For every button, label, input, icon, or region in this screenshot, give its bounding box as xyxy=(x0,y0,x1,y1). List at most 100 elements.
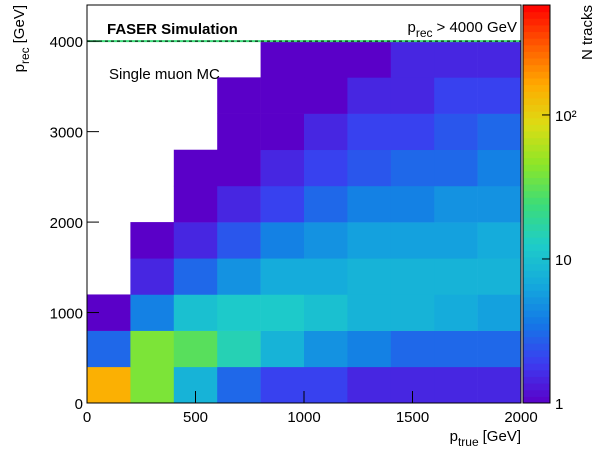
colorbar-segment xyxy=(523,210,550,218)
heatmap-cell xyxy=(390,294,435,331)
heatmap-cell xyxy=(434,149,478,187)
y-axis-label-sub: rec xyxy=(18,47,32,64)
heatmap-cell xyxy=(434,258,478,295)
colorbar-segment xyxy=(523,276,550,285)
y-tick-label: 3000 xyxy=(50,125,83,142)
x-axis-label: ptrue [GeV] xyxy=(450,428,521,449)
colorbar-segment xyxy=(523,170,550,178)
colorbar-segment xyxy=(523,336,550,344)
heatmap-cell xyxy=(347,185,392,223)
heatmap-cell xyxy=(217,258,261,295)
colorbar-segment xyxy=(523,64,550,72)
heatmap-cell xyxy=(434,113,478,151)
heatmap-cell xyxy=(434,185,478,223)
z-tick-label: 10 xyxy=(555,252,572,269)
colorbar-segment xyxy=(523,5,550,13)
colorbar-segment xyxy=(523,197,550,205)
colorbar-segment xyxy=(523,316,550,324)
heatmap-cell xyxy=(390,77,435,114)
colorbar-segment xyxy=(523,144,550,152)
z-axis-label: N tracks xyxy=(579,5,596,60)
colorbar-segment xyxy=(523,38,550,46)
y-axis-label-rest: [GeV] xyxy=(11,5,28,43)
colorbar-segment xyxy=(523,11,550,19)
heatmap-cell xyxy=(304,185,348,223)
heatmap-cell xyxy=(347,294,392,331)
colorbar-segment xyxy=(523,396,550,404)
heatmap-cell xyxy=(390,113,435,151)
heatmap-cell xyxy=(477,185,522,223)
colorbar-segment xyxy=(523,330,550,338)
heatmap-cell xyxy=(173,294,218,331)
heatmap-cell xyxy=(304,294,348,331)
heatmap-cell xyxy=(260,330,305,368)
heatmap-cell xyxy=(390,258,435,295)
x-tick-label: 1500 xyxy=(396,409,429,426)
y-tick-label: 4000 xyxy=(50,34,83,51)
heatmap-cell xyxy=(130,258,175,295)
colorbar-segment xyxy=(523,84,550,92)
heatmap-cell xyxy=(477,113,522,151)
heatmap-cell xyxy=(477,366,522,404)
heatmap-cell xyxy=(347,77,392,114)
colorbar-segment xyxy=(523,349,550,358)
colorbar-segment xyxy=(523,223,550,232)
colorbar-segment xyxy=(523,124,550,132)
heatmap-cell xyxy=(390,41,435,78)
heatmap-cell xyxy=(217,113,261,151)
heatmap-cell xyxy=(477,149,522,187)
heatmap-cell xyxy=(173,222,218,259)
heatmap-cell xyxy=(304,41,348,78)
colorbar-segment xyxy=(523,58,550,66)
heatmap-cell xyxy=(260,185,305,223)
colorbar-segment xyxy=(523,31,550,39)
colorbar-segment xyxy=(523,91,550,99)
colorbar-frame xyxy=(522,4,551,404)
heatmap-cell xyxy=(477,258,522,295)
x-axis-label-sub: true xyxy=(458,435,479,449)
heatmap-cell xyxy=(434,41,478,78)
colorbar-segment xyxy=(523,44,550,52)
x-tick-label: 0 xyxy=(83,409,91,426)
colorbar-segment xyxy=(523,369,550,377)
colorbar-segment xyxy=(523,257,550,265)
heatmap-cell xyxy=(390,185,435,223)
colorbar-segment xyxy=(523,263,550,271)
colorbar-segment xyxy=(523,184,550,192)
colorbar-segment xyxy=(523,363,550,371)
heatmap-cell xyxy=(217,149,261,187)
heatmap-cell xyxy=(434,366,478,404)
x-tick-label: 500 xyxy=(183,409,208,426)
heatmap-cell xyxy=(347,41,392,78)
heatmap-cell xyxy=(390,222,435,259)
heatmap-cell xyxy=(260,41,305,78)
colorbar-segment xyxy=(523,164,550,172)
heatmap-cell xyxy=(260,366,305,404)
heatmap-cell xyxy=(130,366,175,404)
colorbar-segment xyxy=(523,18,550,26)
heatmap-cell xyxy=(217,77,261,114)
heatmap-cell xyxy=(130,222,175,259)
heatmap-cell xyxy=(217,222,261,259)
colorbar-segment xyxy=(523,111,550,119)
colorbar-segment xyxy=(523,290,550,298)
colorbar-segment xyxy=(523,190,550,198)
heatmap-cell xyxy=(130,330,175,368)
colorbar-segment xyxy=(523,117,550,125)
colorbar-segment xyxy=(523,283,550,291)
x-axis-label-rest: [GeV] xyxy=(483,428,521,445)
y-tick-label: 1000 xyxy=(50,306,83,323)
heatmap-cell xyxy=(347,113,392,151)
heatmap-cell xyxy=(173,258,218,295)
x-axis-label-main: p xyxy=(450,428,458,445)
colorbar-segment xyxy=(523,303,550,311)
overflow-label-rest: > 4000 GeV xyxy=(437,19,517,36)
colorbar-segment xyxy=(523,157,550,165)
y-axis-label: prec [GeV] xyxy=(11,5,32,72)
heatmap-cell xyxy=(260,258,305,295)
colorbar-segment xyxy=(523,343,550,351)
colorbar-segment xyxy=(523,323,550,331)
colorbar-segment xyxy=(523,237,550,245)
heatmap-cell xyxy=(390,149,435,187)
